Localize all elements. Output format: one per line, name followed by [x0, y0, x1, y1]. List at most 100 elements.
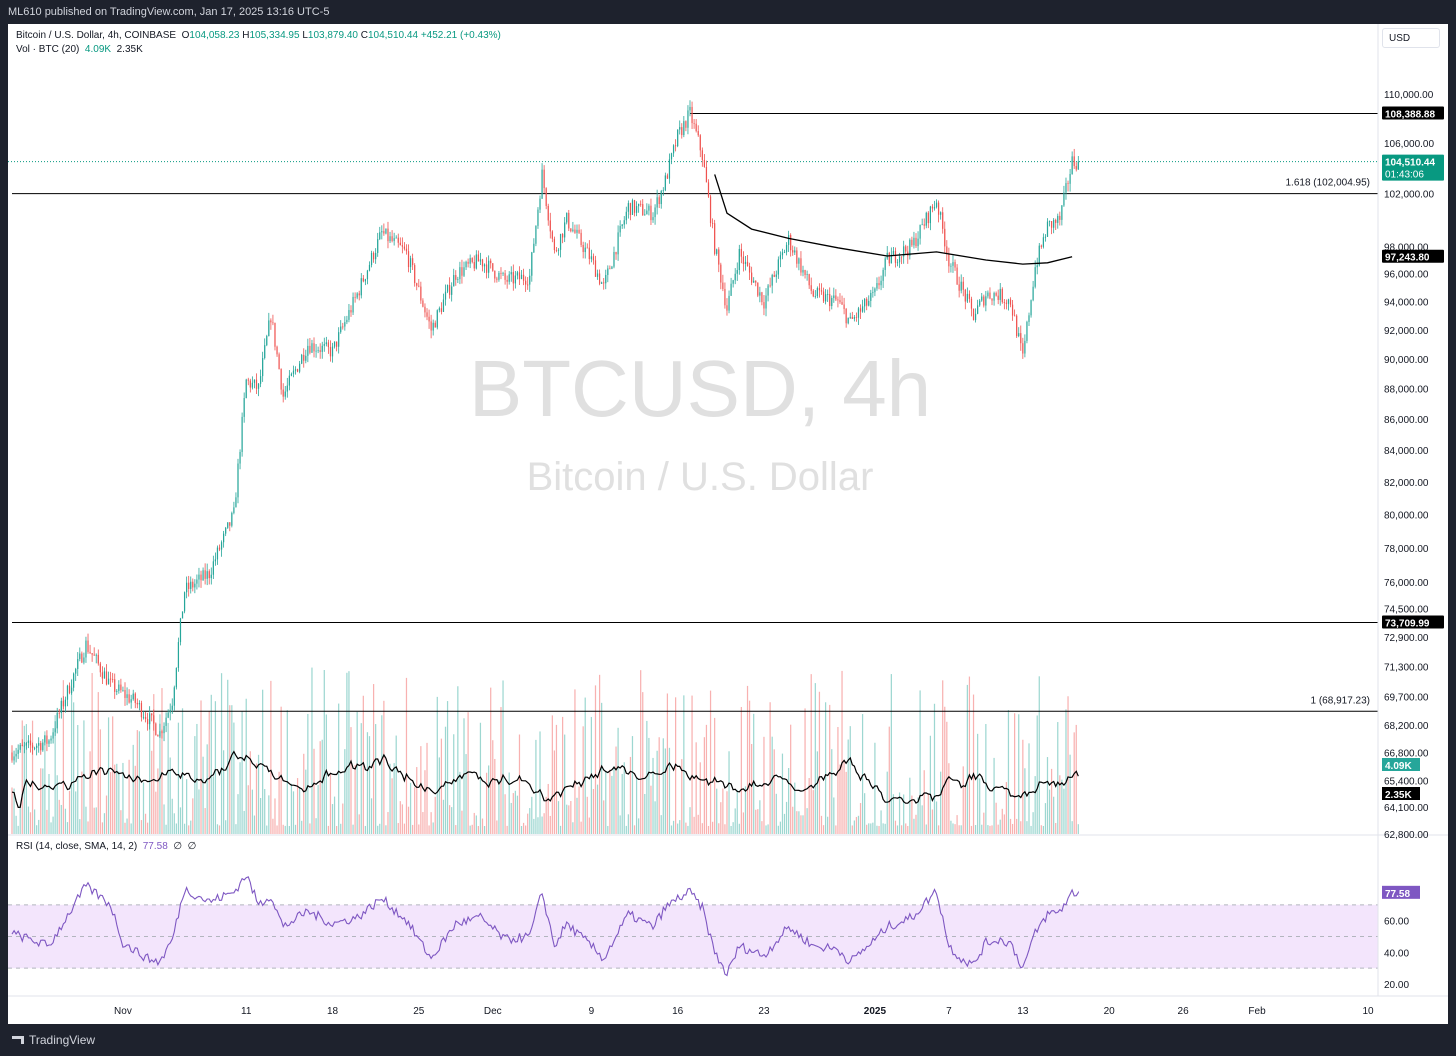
volume-bar	[970, 825, 973, 834]
candle-body	[38, 743, 40, 746]
volume-bar	[652, 757, 654, 834]
candle-body	[820, 290, 823, 292]
volume-bar	[379, 823, 381, 834]
volume-bar	[465, 754, 467, 834]
candle-body	[970, 298, 973, 309]
candle-body	[122, 689, 124, 691]
price-tick-label: 72,900.00	[1384, 633, 1429, 644]
candle-body	[734, 273, 736, 281]
volume-bar	[266, 825, 268, 834]
volume-bar	[1024, 768, 1026, 834]
volume-bar	[389, 763, 391, 834]
candle-body	[769, 285, 771, 287]
volume-bar	[979, 778, 981, 834]
rsi-legend[interactable]: RSI (14, close, SMA, 14, 2) 77.58 ∅ ∅	[16, 841, 196, 852]
volume-bar	[679, 820, 681, 834]
moving-average	[714, 174, 1073, 265]
volume-bar	[485, 772, 488, 834]
volume-bar	[120, 810, 122, 834]
chart-svg[interactable]: BTCUSD, 4h Bitcoin / U.S. Dollar 1.618 (1…	[8, 24, 1448, 1024]
volume-bar	[424, 770, 426, 834]
rsi-tick-label: 60.00	[1384, 917, 1409, 928]
volume-bar	[824, 702, 827, 834]
candle-body	[196, 579, 198, 584]
candle-body	[956, 267, 958, 285]
candle-body	[718, 249, 720, 265]
volume-bar	[66, 822, 69, 834]
volume-bar	[198, 789, 200, 834]
volume-bar	[672, 820, 675, 834]
candle-body	[188, 582, 190, 589]
candle-body	[1003, 302, 1005, 303]
volume-bar	[206, 744, 208, 834]
volume-bar	[278, 771, 280, 834]
candle-body	[344, 322, 346, 327]
volume-bar	[681, 759, 683, 834]
candle-body	[366, 270, 369, 280]
volume-bar	[625, 825, 627, 834]
candle-body	[851, 316, 853, 319]
candle-body	[656, 197, 658, 208]
candle-body	[987, 292, 989, 297]
candle-body	[872, 292, 874, 294]
chart-frame[interactable]: BTCUSD, 4h Bitcoin / U.S. Dollar 1.618 (1…	[8, 24, 1448, 1024]
volume-bar	[451, 807, 453, 834]
volume-bar	[377, 825, 379, 834]
volume-bar	[543, 813, 545, 834]
volume-bar	[1055, 822, 1057, 834]
volume-bar	[99, 729, 101, 834]
volume-bar	[732, 822, 734, 834]
volume-bar	[574, 689, 576, 834]
candle-body	[1042, 237, 1044, 247]
candle-body	[691, 106, 693, 124]
open-label: O	[181, 30, 190, 41]
fib-level-label: 1.618 (102,004.95)	[1285, 178, 1370, 189]
candle-body	[582, 244, 584, 253]
volume-bar	[738, 823, 740, 834]
volume-bar	[247, 785, 249, 834]
volume-bar	[442, 799, 445, 834]
volume-bar	[311, 667, 313, 834]
candle-body	[245, 379, 247, 399]
currency-button[interactable]: USD	[1382, 28, 1440, 48]
candle-body	[504, 273, 506, 280]
candle-body	[77, 659, 79, 669]
candle-body	[377, 239, 379, 253]
candle-body	[1022, 343, 1024, 354]
volume-bar	[268, 795, 270, 834]
watermark-title: BTCUSD, 4h	[469, 344, 931, 433]
candle-body	[898, 256, 901, 263]
volume-bar	[286, 710, 288, 834]
candle-body	[788, 235, 790, 245]
candle-body	[878, 283, 880, 286]
candle-body	[200, 574, 202, 581]
volume-bar	[670, 825, 673, 834]
candle-body	[716, 249, 718, 254]
volume-bar	[313, 748, 315, 834]
volume-bar	[140, 820, 143, 834]
candle-body	[888, 252, 890, 264]
symbol-legend[interactable]: Bitcoin / U.S. Dollar, 4h, COINBASE O104…	[16, 30, 501, 41]
horizontal-lines[interactable]: 1.618 (102,004.95) 1 (68,917.23)	[8, 112, 1378, 712]
candle-body	[91, 653, 93, 655]
volume-legend[interactable]: Vol · BTC (20) 4.09K 2.35K	[16, 44, 143, 55]
volume-bar	[664, 748, 666, 834]
candle-body	[744, 261, 747, 265]
candle-body	[993, 293, 995, 301]
candle-body	[1016, 315, 1018, 337]
tradingview-logo[interactable]: TradingView	[12, 1024, 95, 1056]
price-tick-label: 84,000.00	[1384, 446, 1429, 457]
volume-bar	[159, 714, 161, 834]
candle-body	[553, 238, 556, 251]
volume-bar	[578, 786, 580, 834]
volume-bar	[1057, 722, 1059, 834]
volume-bar	[691, 695, 693, 834]
volume-bar	[699, 762, 701, 834]
volume-bar	[225, 820, 227, 834]
volume-bar	[1003, 814, 1005, 834]
volume-bar	[114, 764, 116, 834]
axes[interactable]: 110,000.00106,000.00102,000.0098,000.009…	[8, 24, 1448, 1017]
price-tick-label: 68,200.00	[1384, 721, 1429, 732]
candle-body	[525, 280, 527, 285]
candle-body	[282, 389, 284, 397]
